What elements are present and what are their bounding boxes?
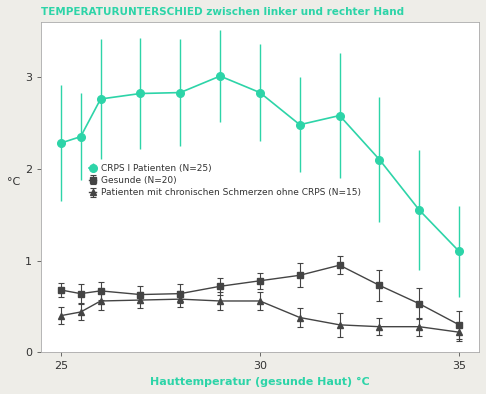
Legend: CRPS I Patienten (N=25), Gesunde (N=20), Patienten mit chronischen Schmerzen ohn: CRPS I Patienten (N=25), Gesunde (N=20),… bbox=[89, 164, 361, 197]
Y-axis label: °C: °C bbox=[7, 177, 20, 187]
Text: TEMPERATURUNTERSCHIED zwischen linker und rechter Hand: TEMPERATURUNTERSCHIED zwischen linker un… bbox=[41, 7, 404, 17]
X-axis label: Hauttemperatur (gesunde Haut) °C: Hauttemperatur (gesunde Haut) °C bbox=[150, 377, 370, 387]
